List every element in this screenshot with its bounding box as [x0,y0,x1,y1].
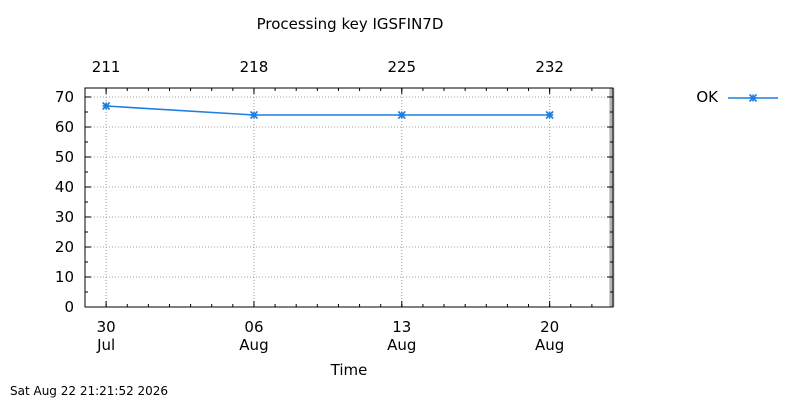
x-tick-label-month: Jul [96,336,115,354]
grid [85,88,613,307]
data-point [397,110,406,120]
top-tick-label: 225 [387,58,416,76]
chart-title: Processing key IGSFIN7D [257,15,444,33]
series-layer [102,101,554,120]
plot-frame [84,87,614,308]
x-axis-label: Time [330,361,368,379]
top-tick-label: 211 [92,58,121,76]
data-point [545,110,554,120]
y-tick-label: 60 [55,118,74,136]
top-tick-label: 218 [240,58,269,76]
timestamp: Sat Aug 22 21:21:52 2026 [10,384,168,398]
x-tick-label-month: Aug [239,336,268,354]
top-tick-label: 232 [535,58,564,76]
x-tick-label-day: 30 [97,318,116,336]
y-tick-label: 10 [55,268,74,286]
x-axis-top: 211 218 225 232 [92,58,593,94]
x-tick-label-month: Aug [387,336,416,354]
x-tick-label-day: 13 [392,318,411,336]
x-tick-label-day: 06 [244,318,263,336]
y-tick-label: 0 [64,298,74,316]
y-tick-label: 70 [55,88,74,106]
x-tick-label-month: Aug [535,336,564,354]
now-marker-layer [609,88,615,307]
legend: OK [696,88,778,106]
y-tick-label: 40 [55,178,74,196]
data-point [102,101,111,111]
legend-label-ok: OK [696,88,719,106]
x-tick-label-day: 20 [540,318,559,336]
legend-swatch-ok [728,93,778,103]
series-line-ok [106,105,550,116]
y-tick-label: 30 [55,208,74,226]
legend-marker [748,93,758,103]
now-marker [609,88,615,307]
data-point [249,110,259,120]
y-tick-label: 50 [55,148,74,166]
y-tick-label: 20 [55,238,74,256]
y-axis: 0 10 20 30 40 50 60 70 [55,88,613,316]
